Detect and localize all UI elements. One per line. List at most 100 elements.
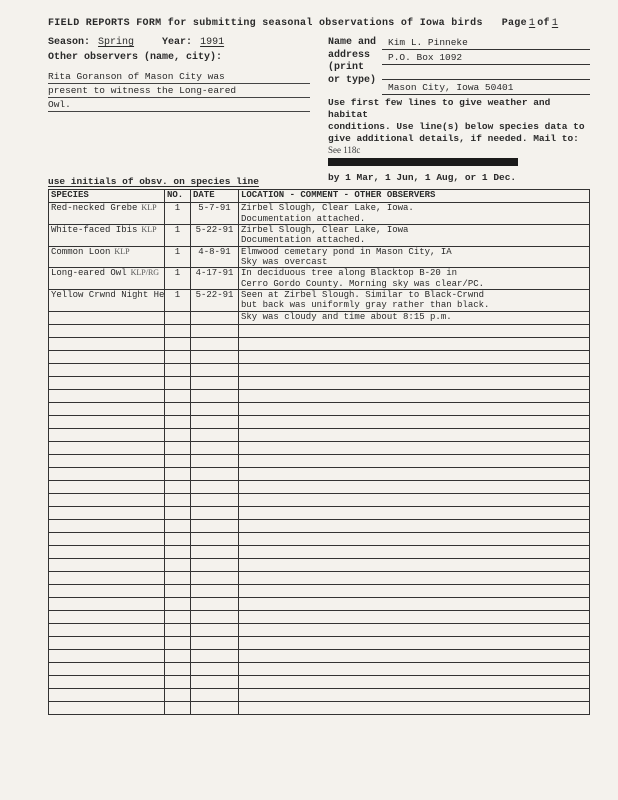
cell-species: Yellow Crwnd Night HeronKLP xyxy=(49,290,165,312)
cell-no xyxy=(165,493,191,506)
cell-no xyxy=(165,597,191,610)
cell-date xyxy=(191,623,239,636)
table-row xyxy=(49,545,590,558)
cell-species xyxy=(49,389,165,402)
cell-species xyxy=(49,623,165,636)
table-row xyxy=(49,402,590,415)
other-observers-label: Other observers (name, city): xyxy=(48,52,310,63)
cell-no xyxy=(165,376,191,389)
cell-date xyxy=(191,480,239,493)
cell-location xyxy=(239,532,590,545)
address-line: P.O. Box 1092 xyxy=(382,52,590,65)
cell-location xyxy=(239,662,590,675)
cell-species xyxy=(49,376,165,389)
cell-no xyxy=(165,428,191,441)
col-no: NO. xyxy=(165,190,191,203)
observer-initials: KLP xyxy=(141,225,156,234)
cell-no: 1 xyxy=(165,203,191,225)
cell-species xyxy=(49,493,165,506)
cell-location xyxy=(239,337,590,350)
cell-location: In deciduous tree along Blacktop B-20 in… xyxy=(239,268,590,290)
cell-no: 1 xyxy=(165,290,191,312)
cell-no xyxy=(165,324,191,337)
cell-no: 1 xyxy=(165,246,191,268)
cell-no xyxy=(165,519,191,532)
table-row: Yellow Crwnd Night HeronKLP15-22-91Seen … xyxy=(49,290,590,312)
cell-no xyxy=(165,662,191,675)
cell-date: 4-8-91 xyxy=(191,246,239,268)
cell-location xyxy=(239,493,590,506)
table-row xyxy=(49,350,590,363)
form-title: FIELD REPORTS FORM for submitting season… xyxy=(48,18,590,29)
cell-species xyxy=(49,324,165,337)
cell-location xyxy=(239,376,590,389)
cell-date xyxy=(191,493,239,506)
cell-date xyxy=(191,428,239,441)
table-row xyxy=(49,428,590,441)
cell-species xyxy=(49,545,165,558)
cell-species xyxy=(49,571,165,584)
cell-species: Red-necked GrebeKLP xyxy=(49,203,165,225)
cell-species xyxy=(49,350,165,363)
table-row xyxy=(49,636,590,649)
cell-no xyxy=(165,532,191,545)
cell-date xyxy=(191,597,239,610)
cell-date xyxy=(191,545,239,558)
table-row xyxy=(49,480,590,493)
table-row: White-faced IbisKLP15-22-91Zirbel Slough… xyxy=(49,224,590,246)
year-value: 1991 xyxy=(198,37,238,48)
cell-location xyxy=(239,402,590,415)
col-location: LOCATION - COMMENT - OTHER OBSERVERS xyxy=(239,190,590,203)
cell-location xyxy=(239,558,590,571)
cell-date xyxy=(191,675,239,688)
cell-no xyxy=(165,337,191,350)
cell-location: Zirbel Slough, Clear Lake, IowaDocumenta… xyxy=(239,224,590,246)
cell-location xyxy=(239,649,590,662)
cell-date: 5-7-91 xyxy=(191,203,239,225)
cell-species: Long-eared OwlKLP/RG xyxy=(49,268,165,290)
cell-no xyxy=(165,675,191,688)
cell-location: Seen at Zirbel Slough. Similar to Black-… xyxy=(239,290,590,312)
table-row xyxy=(49,389,590,402)
cell-date xyxy=(191,558,239,571)
cell-no xyxy=(165,545,191,558)
cell-location xyxy=(239,454,590,467)
name-value: Kim L. Pinneke xyxy=(382,37,590,50)
cell-species xyxy=(49,441,165,454)
cell-date xyxy=(191,649,239,662)
cell-location xyxy=(239,350,590,363)
address-line xyxy=(382,67,590,80)
cell-location xyxy=(239,363,590,376)
cell-species: White-faced IbisKLP xyxy=(49,224,165,246)
cell-no xyxy=(165,506,191,519)
cell-location xyxy=(239,506,590,519)
observer-initials: KLP xyxy=(141,203,156,212)
cell-date xyxy=(191,532,239,545)
cell-date xyxy=(191,389,239,402)
table-row xyxy=(49,467,590,480)
cell-date: 5-22-91 xyxy=(191,290,239,312)
cell-no xyxy=(165,649,191,662)
instructions: Use first few lines to give weather and … xyxy=(328,97,590,168)
cell-no xyxy=(165,363,191,376)
cell-species: Common LoonKLP xyxy=(49,246,165,268)
cell-no xyxy=(165,441,191,454)
cell-date xyxy=(191,662,239,675)
cell-species xyxy=(49,610,165,623)
table-row xyxy=(49,493,590,506)
cell-species xyxy=(49,467,165,480)
cell-no xyxy=(165,584,191,597)
species-table: SPECIES NO. DATE LOCATION - COMMENT - OT… xyxy=(48,189,590,714)
observer-initials: KLP xyxy=(114,247,129,256)
cell-location: Zirbel Slough, Clear Lake, Iowa.Document… xyxy=(239,203,590,225)
initials-instruction: use initials of obsv. on species line xyxy=(48,176,310,187)
cell-species xyxy=(49,649,165,662)
cell-date xyxy=(191,311,239,324)
cell-no xyxy=(165,480,191,493)
redacted-address xyxy=(328,158,518,166)
cell-no xyxy=(165,636,191,649)
cell-date: 5-22-91 xyxy=(191,224,239,246)
cell-location xyxy=(239,324,590,337)
other-obs-line: present to witness the Long-eared xyxy=(48,85,310,98)
cell-species xyxy=(49,662,165,675)
